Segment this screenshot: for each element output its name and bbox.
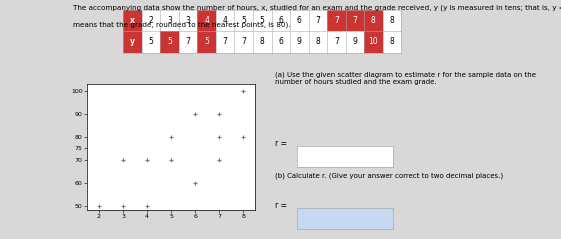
Text: 5: 5 xyxy=(167,37,172,46)
Text: (a) Use the given scatter diagram to estimate r for the sample data on the numbe: (a) Use the given scatter diagram to est… xyxy=(275,72,536,85)
Point xyxy=(215,158,224,162)
Point xyxy=(142,158,151,162)
Text: 8: 8 xyxy=(260,37,265,46)
Point xyxy=(94,204,103,208)
Text: 8: 8 xyxy=(389,37,394,46)
Point xyxy=(167,158,176,162)
Text: 9: 9 xyxy=(297,37,302,46)
Text: 6: 6 xyxy=(278,16,283,25)
Text: 3: 3 xyxy=(167,16,172,25)
Text: r =: r = xyxy=(275,139,287,148)
Text: The accompanying data show the number of hours, x, studied for an exam and the g: The accompanying data show the number of… xyxy=(73,5,561,11)
Text: 10: 10 xyxy=(369,37,378,46)
Text: means that the grade, rounded to the nearest points, is 80).: means that the grade, rounded to the nea… xyxy=(73,22,291,28)
Text: 5: 5 xyxy=(204,37,209,46)
Text: y: y xyxy=(130,37,135,46)
Text: r =: r = xyxy=(275,201,287,210)
Point xyxy=(118,204,127,208)
Text: 5: 5 xyxy=(260,16,265,25)
Text: 4: 4 xyxy=(223,16,228,25)
Text: (b) Calculate r. (Give your answer correct to two decimal places.): (b) Calculate r. (Give your answer corre… xyxy=(275,172,503,179)
Point xyxy=(239,89,248,92)
Text: 5: 5 xyxy=(241,16,246,25)
Text: 7: 7 xyxy=(334,16,339,25)
Text: 8: 8 xyxy=(315,37,320,46)
Text: 7: 7 xyxy=(334,37,339,46)
Point xyxy=(167,135,176,139)
Text: 5: 5 xyxy=(149,37,154,46)
Text: 7: 7 xyxy=(241,37,246,46)
Point xyxy=(142,204,151,208)
Point xyxy=(118,158,127,162)
Text: 8: 8 xyxy=(371,16,376,25)
Text: 7: 7 xyxy=(352,16,357,25)
Point xyxy=(191,181,200,185)
Point xyxy=(215,112,224,115)
Text: 7: 7 xyxy=(186,37,191,46)
Text: 8: 8 xyxy=(389,16,394,25)
Text: 7: 7 xyxy=(315,16,320,25)
Text: 4: 4 xyxy=(204,16,209,25)
Point xyxy=(191,112,200,115)
Text: x: x xyxy=(130,16,135,25)
Text: 3: 3 xyxy=(186,16,191,25)
Text: 6: 6 xyxy=(297,16,302,25)
Text: 7: 7 xyxy=(223,37,228,46)
Text: 9: 9 xyxy=(352,37,357,46)
Point xyxy=(215,135,224,139)
Text: 2: 2 xyxy=(149,16,154,25)
Point xyxy=(239,135,248,139)
Text: 6: 6 xyxy=(278,37,283,46)
